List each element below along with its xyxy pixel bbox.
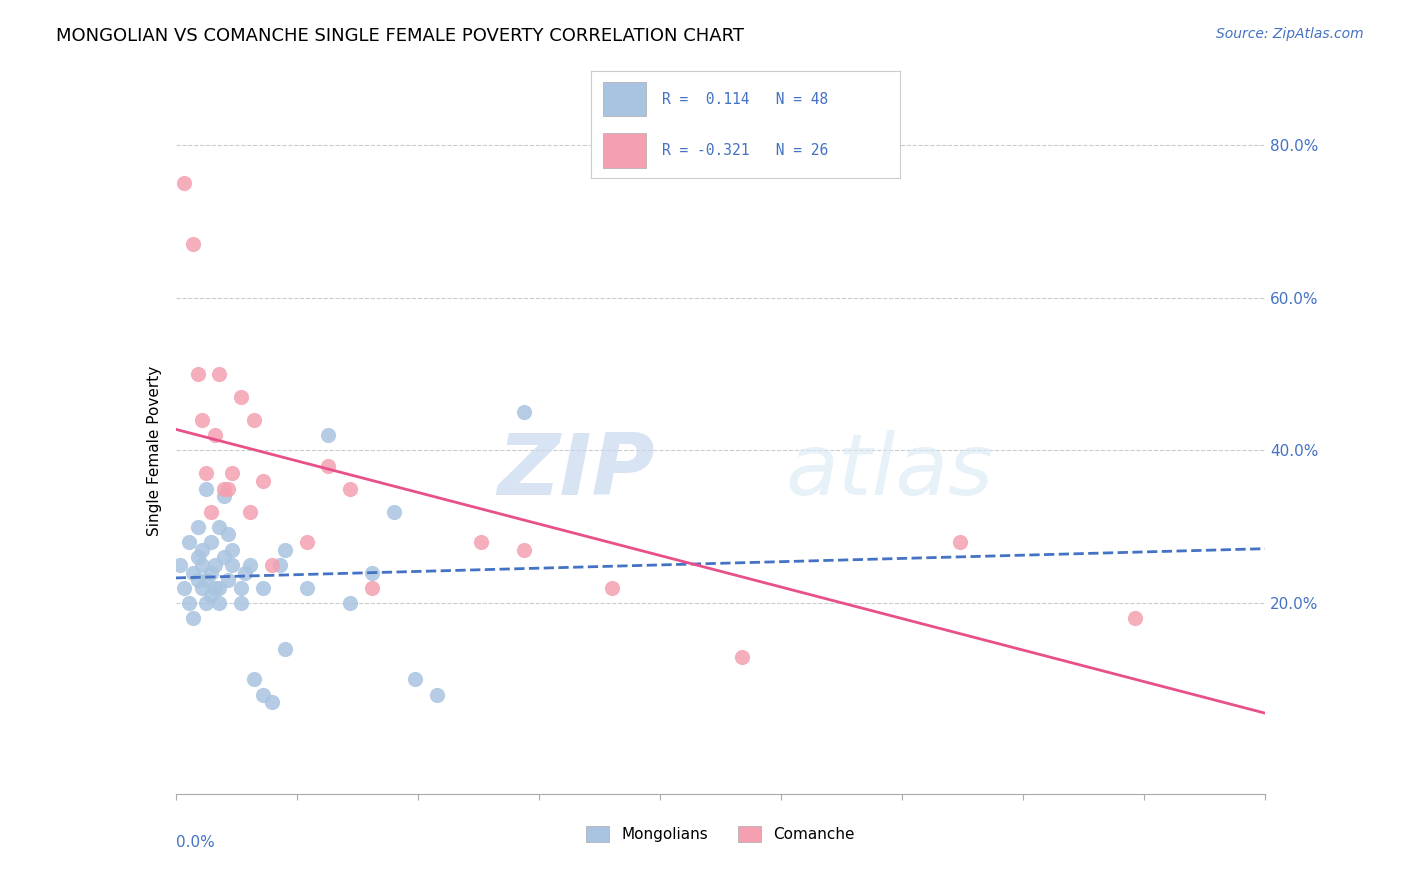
- Point: [252, 688, 274, 702]
- Point: [339, 596, 361, 610]
- Point: [243, 673, 266, 687]
- Point: [295, 535, 318, 549]
- Point: [195, 596, 218, 610]
- Point: [169, 558, 191, 572]
- Point: [191, 542, 214, 557]
- Point: [208, 581, 231, 595]
- Y-axis label: Single Female Poverty: Single Female Poverty: [146, 366, 162, 535]
- Point: [318, 458, 340, 473]
- Text: ZIP: ZIP: [498, 430, 655, 513]
- Point: [181, 611, 204, 625]
- Point: [360, 566, 382, 580]
- Point: [221, 467, 243, 481]
- Point: [243, 413, 266, 427]
- Point: [212, 550, 235, 565]
- Point: [260, 695, 283, 709]
- Point: [212, 482, 235, 496]
- Point: [239, 504, 262, 518]
- Legend: Mongolians, Comanche: Mongolians, Comanche: [579, 820, 862, 848]
- Point: [204, 581, 226, 595]
- Point: [600, 581, 623, 595]
- Point: [212, 489, 235, 503]
- Point: [173, 177, 195, 191]
- Point: [231, 596, 253, 610]
- Point: [231, 581, 253, 595]
- Point: [217, 573, 239, 587]
- Point: [208, 520, 231, 534]
- Point: [208, 596, 231, 610]
- Point: [231, 390, 253, 404]
- Point: [191, 581, 214, 595]
- Point: [181, 237, 204, 252]
- Point: [186, 367, 209, 381]
- Point: [186, 550, 209, 565]
- Point: [191, 558, 214, 572]
- Point: [339, 482, 361, 496]
- Point: [260, 558, 283, 572]
- Point: [513, 405, 536, 419]
- Point: [235, 566, 257, 580]
- Point: [318, 428, 340, 442]
- Point: [195, 467, 218, 481]
- Point: [295, 581, 318, 595]
- Bar: [603, 134, 647, 168]
- Point: [269, 558, 291, 572]
- Point: [200, 535, 222, 549]
- Text: Source: ZipAtlas.com: Source: ZipAtlas.com: [1216, 27, 1364, 41]
- Text: R =  0.114   N = 48: R = 0.114 N = 48: [662, 92, 828, 107]
- Point: [177, 596, 200, 610]
- Point: [186, 520, 209, 534]
- Point: [195, 482, 218, 496]
- Point: [239, 558, 262, 572]
- Point: [949, 535, 972, 549]
- Point: [195, 573, 218, 587]
- Point: [200, 504, 222, 518]
- Point: [274, 542, 297, 557]
- Point: [177, 535, 200, 549]
- Point: [274, 641, 297, 656]
- Point: [204, 428, 226, 442]
- Text: R = -0.321   N = 26: R = -0.321 N = 26: [662, 143, 828, 158]
- Point: [360, 581, 382, 595]
- Point: [221, 542, 243, 557]
- Point: [405, 673, 427, 687]
- Point: [191, 413, 214, 427]
- Point: [426, 688, 449, 702]
- Point: [252, 581, 274, 595]
- Point: [181, 566, 204, 580]
- Text: 0.0%: 0.0%: [176, 835, 215, 850]
- Point: [252, 474, 274, 488]
- Point: [208, 367, 231, 381]
- Point: [513, 542, 536, 557]
- Text: MONGOLIAN VS COMANCHE SINGLE FEMALE POVERTY CORRELATION CHART: MONGOLIAN VS COMANCHE SINGLE FEMALE POVE…: [56, 27, 744, 45]
- Bar: [603, 82, 647, 116]
- Point: [731, 649, 754, 664]
- Point: [200, 589, 222, 603]
- Point: [186, 573, 209, 587]
- Point: [217, 527, 239, 541]
- Point: [173, 581, 195, 595]
- Point: [200, 566, 222, 580]
- Point: [382, 504, 405, 518]
- Point: [470, 535, 492, 549]
- Point: [1123, 611, 1146, 625]
- Point: [204, 558, 226, 572]
- Point: [217, 482, 239, 496]
- Text: atlas: atlas: [786, 430, 994, 513]
- Point: [221, 558, 243, 572]
